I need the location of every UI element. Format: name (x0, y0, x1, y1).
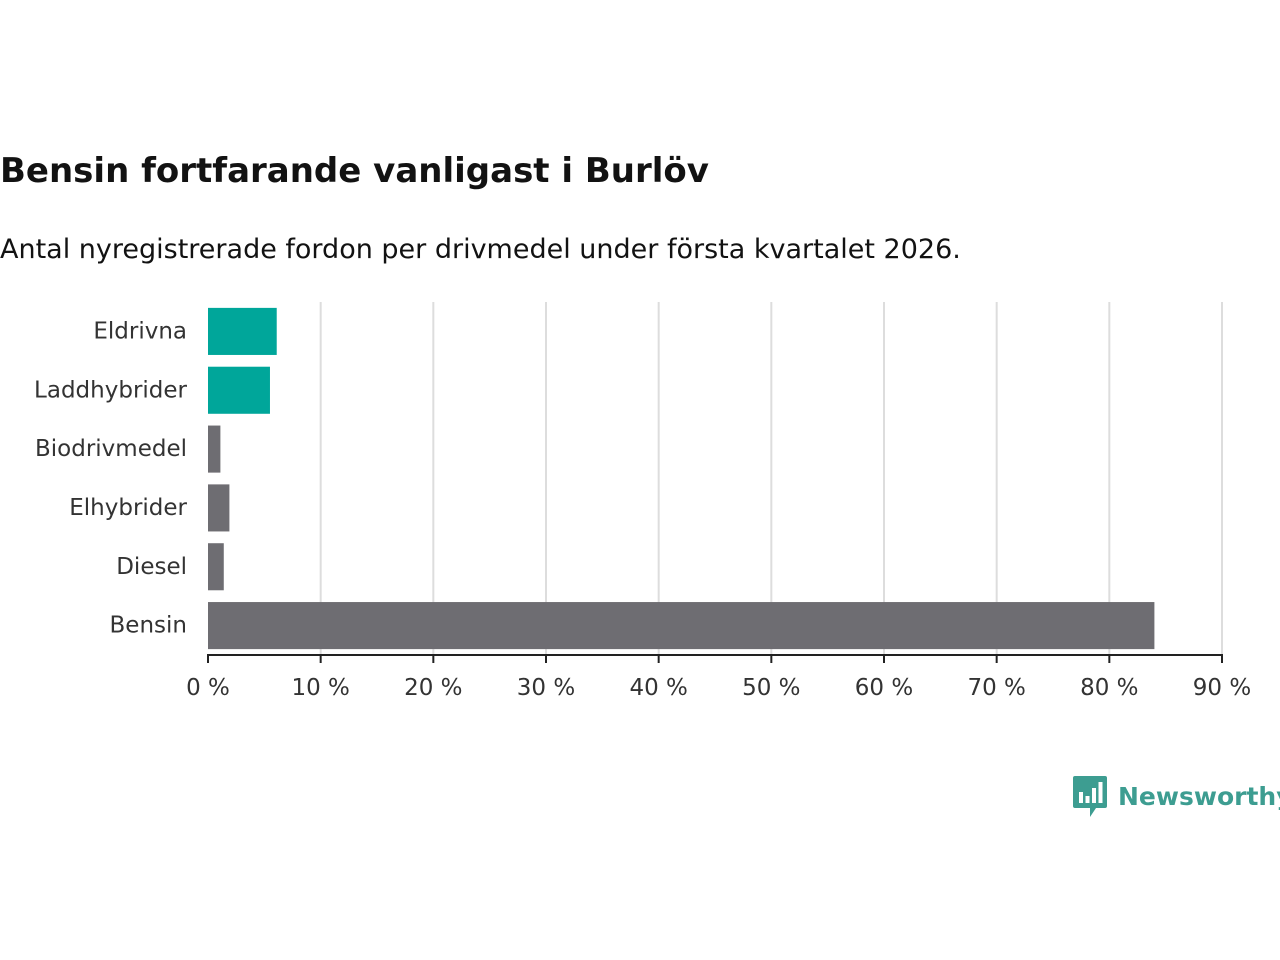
chart-title: Bensin fortfarande vanligast i Burlöv (0, 151, 709, 191)
bar-bensin (208, 602, 1155, 650)
x-tick-label: 40 % (629, 675, 687, 701)
bars (208, 307, 1155, 650)
x-tick-label: 30 % (517, 675, 575, 701)
category-label: Diesel (116, 554, 187, 580)
bar-chart: Eldrivna Laddhybrider Biodrivmedel Elhybrid… (34, 302, 1251, 701)
bar-biodrivmedel (208, 425, 221, 473)
x-tick-label: 70 % (967, 675, 1025, 701)
grid-lines (319, 302, 1223, 655)
x-tick-label: 0 % (186, 675, 230, 701)
newsworthy-logo-icon (1073, 776, 1107, 817)
x-tick-label: 60 % (855, 675, 913, 701)
x-tick-label: 50 % (742, 675, 800, 701)
logo-wordmark: Newsworthy (1118, 782, 1280, 811)
x-tick-label: 20 % (404, 675, 462, 701)
bar-laddhybrider (208, 366, 270, 414)
newsworthy-logo: Newsworthy (1072, 774, 1280, 820)
bar-diesel (208, 543, 224, 591)
category-label: Eldrivna (93, 318, 187, 344)
category-label: Elhybrider (69, 495, 187, 521)
x-tick-label: 90 % (1193, 675, 1251, 701)
bar-elhybrider (208, 484, 230, 532)
x-tick-label: 10 % (291, 675, 349, 701)
bar-eldrivna (208, 307, 277, 355)
category-labels: Eldrivna Laddhybrider Biodrivmedel Elhybrid… (34, 318, 187, 638)
chart-subtitle: Antal nyregistrerade fordon per drivmede… (0, 234, 961, 265)
category-label: Bensin (110, 613, 187, 639)
category-label: Biodrivmedel (35, 436, 187, 462)
x-tick-label: 80 % (1080, 675, 1138, 701)
x-axis: 0 % 10 % 20 % 30 % 40 % 50 % 60 % 70 % 80 % 90 % (186, 654, 1251, 701)
category-label: Laddhybrider (34, 377, 187, 403)
